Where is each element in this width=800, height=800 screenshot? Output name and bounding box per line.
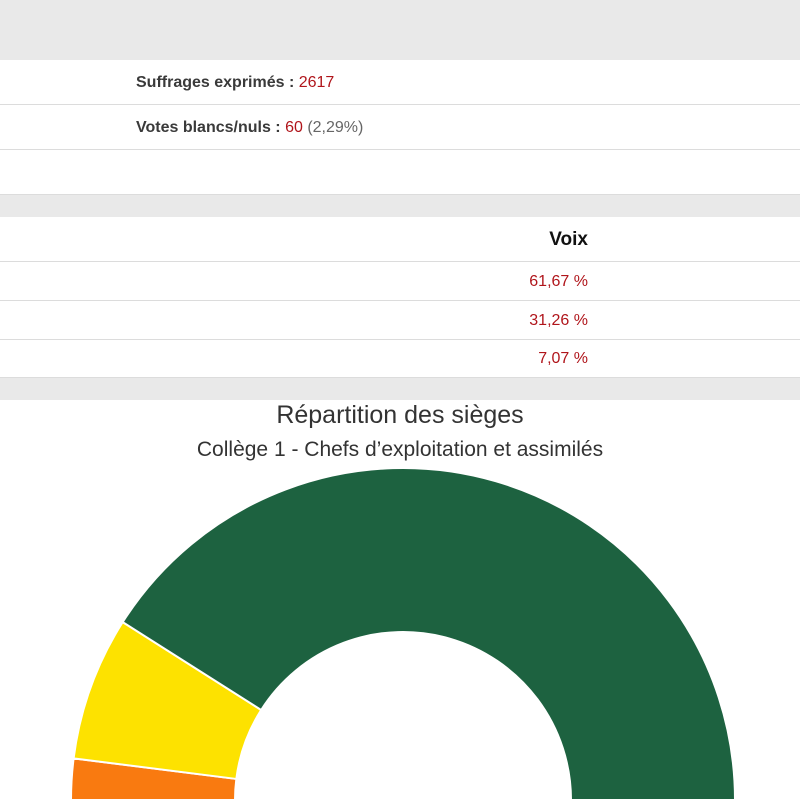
chart-title: Répartition des sièges xyxy=(276,401,524,429)
results-row: 7,07 % xyxy=(0,340,800,378)
empty-row xyxy=(0,150,800,195)
blancs-label: Votes blancs/nuls : xyxy=(136,119,281,136)
seat-slice-3[interactable] xyxy=(121,467,736,800)
blancs-value: 60 xyxy=(285,119,303,136)
blancs-line: Votes blancs/nuls : 60 (2,29%) xyxy=(136,119,363,137)
seat-distribution-chart xyxy=(70,467,736,800)
bottom-band xyxy=(0,378,800,400)
chart-subtitle: Collège 1 - Chefs d’exploitation et assi… xyxy=(196,438,604,461)
results-header-row: Voix xyxy=(0,217,800,262)
suffrages-row: Suffrages exprimés : 2617 xyxy=(0,60,800,105)
top-band xyxy=(0,0,800,60)
result-percent-3: 7,07 % xyxy=(538,350,588,367)
middle-band xyxy=(0,195,800,217)
results-row: 31,26 % xyxy=(0,301,800,340)
suffrages-label: Suffrages exprimés : xyxy=(136,74,295,91)
result-percent-2: 31,26 % xyxy=(529,312,588,329)
voix-header: Voix xyxy=(549,229,588,250)
blancs-row: Votes blancs/nuls : 60 (2,29%) xyxy=(0,105,800,150)
suffrages-line: Suffrages exprimés : 2617 xyxy=(136,74,334,92)
suffrages-value: 2617 xyxy=(298,74,335,91)
result-percent-1: 61,67 % xyxy=(529,273,588,290)
blancs-percent: (2,29%) xyxy=(307,119,364,136)
results-row: 61,67 % xyxy=(0,262,800,301)
